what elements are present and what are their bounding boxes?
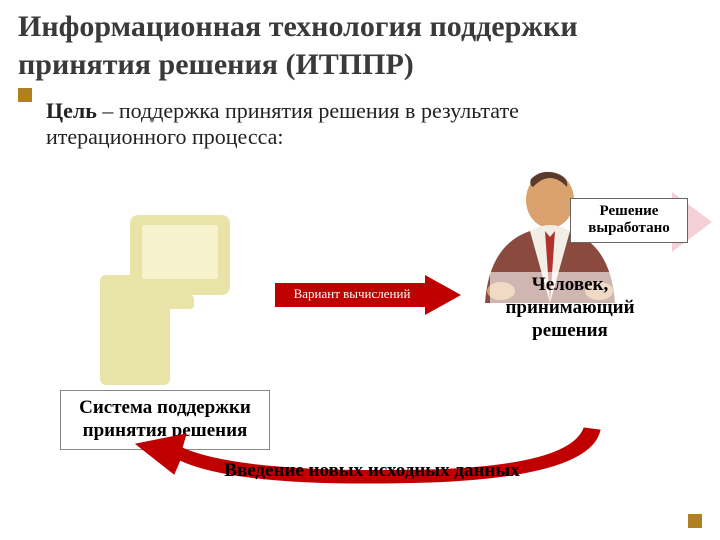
subtitle: Цель – поддержка принятия решения в резу…: [46, 98, 606, 150]
corner-accent-square: [688, 514, 702, 528]
person-label: Человек, принимающий решения: [490, 272, 650, 344]
slide-title: Информационная технология поддержки прин…: [18, 8, 678, 83]
subtitle-strong: Цель: [46, 98, 97, 123]
title-accent-square: [18, 88, 32, 102]
feedback-label: Введение новых исходных данных: [192, 460, 552, 482]
variant-arrow: Вариант вычислений: [275, 275, 465, 315]
result-label: Решение выработано: [570, 198, 688, 243]
variant-arrow-label: Вариант вычислений: [279, 286, 425, 302]
subtitle-rest: – поддержка принятия решения в результат…: [46, 98, 519, 149]
computer-icon: [100, 215, 260, 375]
